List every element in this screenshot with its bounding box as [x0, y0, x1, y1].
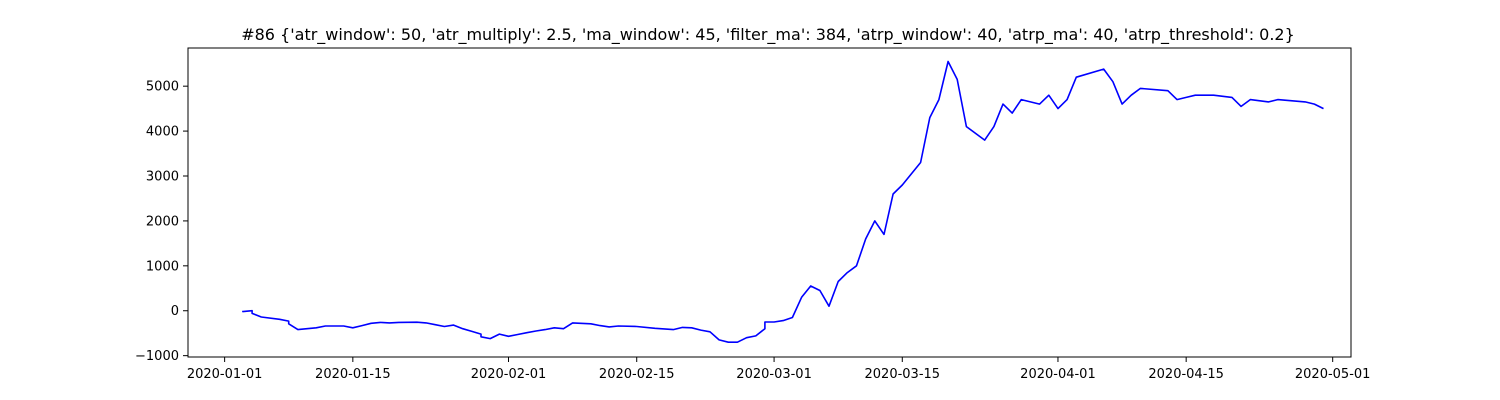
x-axis: 2020-01-01 2020-01-15 2020-02-01 2020-02-15… [187, 357, 1371, 382]
chart-title: #86 {'atr_window': 50, 'atr_multiply': 2… [241, 25, 1295, 45]
y-tick-label: 1000 [146, 259, 179, 274]
x-tick-label: 2020-01-15 [315, 367, 391, 382]
y-tick-label: 0 [171, 304, 179, 319]
y-axis: −1000 0 1000 2000 3000 4000 5000 [135, 80, 188, 364]
y-tick-label: 4000 [146, 125, 179, 140]
x-tick-label: 2020-05-01 [1295, 367, 1371, 382]
plot-area [187, 47, 1352, 358]
series-layer [242, 60, 1324, 343]
x-tick-label: 2020-03-01 [736, 367, 812, 382]
series-line [242, 60, 1324, 343]
x-tick-label: 2020-02-15 [599, 367, 675, 382]
y-tick-label: 3000 [146, 170, 179, 185]
x-tick-label: 2020-04-01 [1020, 367, 1096, 382]
y-tick-label: 5000 [146, 80, 179, 95]
x-tick-label: 2020-01-01 [187, 367, 263, 382]
y-tick-label: −1000 [135, 349, 179, 364]
x-tick-label: 2020-02-01 [471, 367, 547, 382]
x-tick-label: 2020-04-15 [1148, 367, 1224, 382]
x-tick-label: 2020-03-15 [865, 367, 941, 382]
y-tick-label: 2000 [146, 214, 179, 229]
